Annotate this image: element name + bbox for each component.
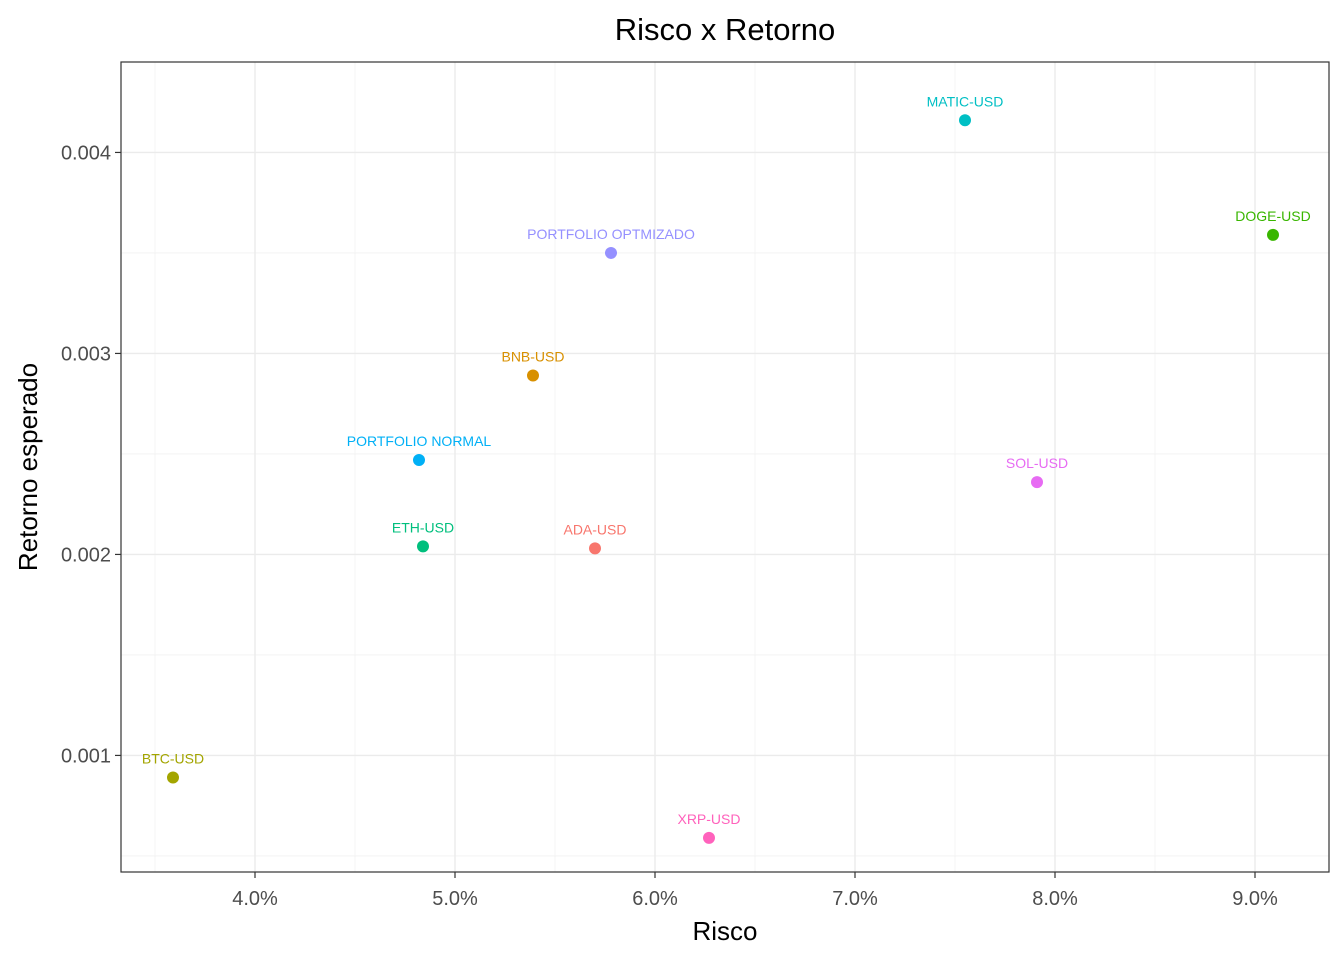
data-point-label: XRP-USD <box>677 811 740 827</box>
data-point-label: DOGE-USD <box>1235 208 1310 224</box>
data-point-label: MATIC-USD <box>927 93 1004 109</box>
data-point <box>959 114 971 127</box>
data-point <box>703 831 715 844</box>
data-point <box>605 246 617 259</box>
panel-border <box>120 61 1330 873</box>
data-point <box>1031 476 1043 489</box>
x-tick-label: 4.0% <box>232 888 278 910</box>
x-tick-label: 9.0% <box>1232 888 1278 910</box>
y-tick-label: 0.002 <box>61 544 111 566</box>
data-point-label: BNB-USD <box>501 349 564 365</box>
data-point-label: BTC-USD <box>142 751 204 767</box>
y-tick-label: 0.004 <box>61 142 111 164</box>
data-point <box>589 542 601 555</box>
x-tick-label: 7.0% <box>832 888 878 910</box>
x-tick-label: 6.0% <box>632 888 678 910</box>
plot-panel: 4.0% 5.0% 6.0% 7.0% 8.0% 9.0% 0.001 0.002 0.003 0… <box>61 61 1330 910</box>
chart-title: Risco x Retorno <box>615 12 836 47</box>
data-point <box>417 540 429 553</box>
data-point-label: ADA-USD <box>563 521 626 537</box>
x-tick-label: 8.0% <box>1032 888 1078 910</box>
y-axis-title: Retorno esperado <box>13 363 43 571</box>
data-point <box>1267 228 1279 241</box>
data-point-label: ETH-USD <box>392 519 454 535</box>
x-tick-label: 5.0% <box>432 888 478 910</box>
x-axis-title: Risco <box>692 916 757 946</box>
data-point <box>167 771 179 784</box>
data-point-label: SOL-USD <box>1006 455 1068 471</box>
data-point-label: PORTFOLIO OPTMIZADO <box>527 226 695 242</box>
data-point <box>527 369 539 382</box>
data-point-label: PORTFOLIO NORMAL <box>347 433 492 449</box>
y-tick-label: 0.001 <box>61 745 111 767</box>
data-point <box>413 453 425 466</box>
y-tick-label: 0.003 <box>61 343 111 365</box>
